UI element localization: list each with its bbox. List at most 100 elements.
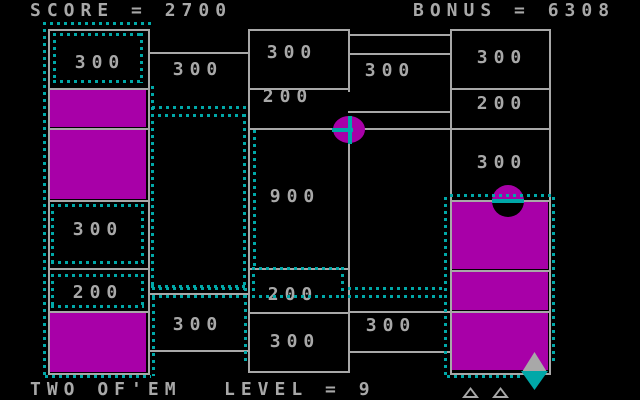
cell-value-label: 300 — [74, 52, 126, 73]
path-dot-segment — [43, 22, 46, 377]
path-dot-segment — [140, 33, 143, 83]
path-dot-segment — [151, 114, 246, 117]
path-dot-segment — [43, 22, 152, 25]
path-dot-segment — [45, 375, 151, 378]
path-dot-segment — [151, 86, 154, 122]
path-dot-segment — [51, 274, 144, 277]
ball-right-top-half — [492, 185, 524, 201]
ball-right-bottom-half — [492, 201, 524, 217]
cell-value-label: 300 — [72, 219, 124, 240]
path-dot-segment — [141, 274, 144, 308]
path-dot-segment — [243, 114, 246, 288]
ball-middle-cross-vertical — [348, 116, 352, 144]
cell-value-label: 200 — [72, 282, 124, 303]
score-readout: SCORE = 2700 — [30, 0, 233, 21]
life-triangle-icon — [492, 387, 509, 398]
path-dot-segment — [51, 274, 54, 308]
path-dot-segment — [348, 295, 445, 298]
wall-segment — [348, 111, 450, 113]
life-triangle-hollow — [466, 390, 475, 396]
ball-right-bar — [492, 199, 524, 203]
wall-segment — [450, 29, 551, 31]
wall-segment — [450, 373, 551, 375]
ball-marker-right-icon — [492, 185, 524, 217]
wall-segment — [48, 200, 148, 202]
cell-value-label: 900 — [269, 186, 321, 207]
claimed-box — [50, 130, 146, 199]
path-dot-segment — [253, 130, 256, 267]
path-dot-segment — [152, 106, 246, 109]
wall-segment — [248, 128, 332, 130]
cell-value-label: 300 — [476, 152, 528, 173]
wall-segment — [348, 351, 450, 353]
wall-segment — [48, 88, 150, 90]
path-dot-segment — [450, 194, 551, 197]
wall-segment — [348, 29, 350, 92]
level-readout: LEVEL = 9 — [224, 379, 376, 400]
cell-value-label: 300 — [266, 42, 318, 63]
path-dot-segment — [51, 305, 144, 308]
wall-segment — [148, 29, 150, 375]
path-dot-segment — [348, 287, 445, 290]
wall-segment — [248, 88, 348, 90]
wall-segment — [248, 29, 348, 31]
wall-segment — [48, 373, 150, 375]
cell-value-label: 200 — [262, 86, 314, 107]
path-dot-segment — [141, 204, 144, 264]
wall-segment — [348, 53, 450, 55]
cell-value-label: 300 — [365, 315, 417, 336]
wall-segment — [549, 29, 551, 375]
wall-segment — [48, 268, 148, 270]
wall-segment — [148, 52, 250, 54]
wall-segment — [48, 29, 50, 375]
path-dot-segment — [341, 267, 344, 298]
wall-segment — [148, 350, 250, 352]
cell-value-label: 200 — [476, 93, 528, 114]
path-dot-segment — [152, 287, 244, 290]
cell-value-label: 200 — [268, 286, 319, 304]
cell-value-label: 300 — [172, 59, 224, 80]
claimed-box — [50, 313, 146, 372]
life-triangle-icon — [462, 387, 479, 398]
wall-segment — [450, 128, 549, 130]
path-dot-segment — [53, 33, 56, 83]
wall-segment — [450, 29, 452, 375]
ball-middle-cross-horizontal — [332, 128, 353, 132]
wall-segment — [248, 371, 348, 373]
cell-value-label: 300 — [172, 314, 224, 335]
wall-segment — [450, 88, 549, 90]
wall-segment — [348, 142, 350, 373]
path-dot-segment — [252, 295, 344, 298]
path-dot-segment — [252, 267, 344, 270]
cell-value-label: 300 — [476, 47, 528, 68]
life-triangle-hollow — [496, 390, 505, 396]
path-dot-segment — [152, 297, 155, 376]
path-dot-segment — [244, 288, 247, 364]
claimed-box — [452, 272, 548, 310]
wall-segment — [450, 311, 549, 313]
wall-segment — [48, 29, 150, 31]
game-title: TWO OF'EM — [30, 379, 182, 400]
path-dot-segment — [252, 267, 255, 298]
cell-value-label: 300 — [269, 331, 321, 352]
wall-segment — [348, 34, 450, 36]
path-dot-segment — [151, 114, 154, 288]
path-dot-segment — [51, 204, 144, 207]
wall-segment — [450, 270, 549, 272]
wall-segment — [248, 312, 348, 314]
wall-segment — [248, 29, 250, 373]
path-dot-segment — [151, 285, 246, 288]
path-dot-segment — [444, 197, 447, 377]
wall-segment — [148, 293, 250, 295]
path-dot-segment — [51, 261, 144, 264]
claimed-box — [50, 90, 146, 127]
wall-segment — [48, 311, 148, 313]
path-dot-segment — [51, 204, 54, 264]
wall-segment — [362, 128, 450, 130]
cell-value-label: 300 — [364, 60, 416, 81]
path-dot-segment — [552, 197, 555, 363]
wall-segment — [48, 128, 148, 130]
wall-segment — [348, 311, 450, 313]
